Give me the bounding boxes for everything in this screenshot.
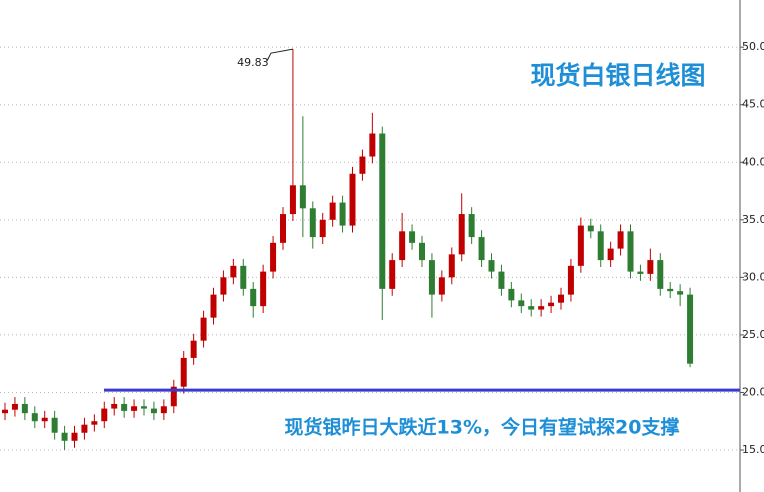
- candle-body: [121, 403, 128, 411]
- candle-body: [538, 306, 545, 310]
- candle-body: [428, 260, 435, 295]
- candle-body: [220, 277, 227, 295]
- candle-body: [21, 403, 28, 414]
- candle-body: [180, 357, 187, 387]
- annotation: 49.83: [237, 56, 269, 69]
- candle-body: [2, 409, 8, 414]
- chart-title: 现货白银日线图: [530, 61, 705, 90]
- y-tick-label: 40.0: [742, 155, 764, 168]
- candle-body: [369, 133, 376, 157]
- candle-body: [170, 386, 177, 407]
- candle-body: [339, 202, 346, 226]
- candle-body: [607, 248, 614, 261]
- candle-body: [260, 271, 267, 307]
- candle-body: [150, 408, 157, 414]
- candle-body: [379, 133, 386, 289]
- candle-body: [508, 288, 515, 301]
- candle-body: [448, 254, 455, 278]
- candle-body: [71, 432, 78, 441]
- candle-body: [200, 317, 207, 341]
- candle-body: [647, 260, 654, 274]
- candle-body: [11, 403, 18, 410]
- candle-body: [319, 219, 326, 238]
- candle-body: [577, 225, 584, 266]
- candle-body: [548, 302, 555, 307]
- candle-body: [558, 294, 564, 303]
- candle-body: [329, 202, 336, 220]
- candle-body: [528, 306, 535, 310]
- candle-body: [280, 214, 286, 243]
- candle-body: [61, 432, 68, 441]
- candle-body: [230, 265, 237, 278]
- candle-body: [141, 406, 147, 409]
- candle-body: [587, 225, 594, 232]
- candle-body: [597, 231, 604, 261]
- candle-body: [190, 340, 197, 358]
- candle-body: [240, 265, 247, 289]
- candle-body: [468, 214, 475, 238]
- annotation-leader: [266, 48, 294, 62]
- candle-body: [349, 173, 356, 226]
- candle-body: [687, 294, 694, 364]
- candle-body: [91, 421, 98, 425]
- candle-body: [438, 277, 445, 295]
- candle-body: [309, 208, 316, 238]
- candle-body: [210, 294, 217, 318]
- candle-body: [299, 185, 306, 209]
- candle-body: [31, 413, 38, 422]
- candle-body: [478, 237, 485, 261]
- candle-body: [51, 417, 58, 433]
- y-tick-label: 30.0: [742, 270, 764, 283]
- y-tick-label: 35.0: [742, 213, 764, 226]
- candle-body: [359, 156, 366, 174]
- candle-body: [518, 300, 525, 307]
- candle-body: [81, 424, 88, 433]
- candle-body: [677, 291, 684, 295]
- candle-body: [667, 288, 674, 292]
- candle-body: [389, 260, 396, 289]
- y-tick-label: 15.0: [742, 443, 764, 456]
- candle-body: [289, 185, 296, 215]
- y-tick-label: 20.0: [742, 385, 764, 398]
- candle-body: [458, 214, 465, 255]
- candle-body: [270, 242, 277, 272]
- y-tick-label: 45.0: [742, 98, 764, 111]
- candle-body: [567, 265, 574, 295]
- candle-body: [160, 406, 167, 414]
- candle-body: [419, 242, 425, 261]
- y-tick-label: 50.0: [742, 40, 764, 53]
- candle-body: [617, 231, 624, 249]
- candle-body: [409, 231, 416, 243]
- candle-body: [41, 417, 48, 422]
- candle-body: [488, 260, 495, 272]
- candle-body: [627, 231, 634, 272]
- candle-body: [498, 271, 505, 289]
- candle-body: [637, 271, 644, 274]
- candle-body: [657, 260, 664, 289]
- chart-subtitle: 现货银昨日大跌近13%，今日有望试探20支撑: [285, 416, 680, 439]
- candle-body: [250, 288, 257, 307]
- candle-body: [131, 406, 138, 411]
- candle-body: [111, 403, 118, 409]
- candle-body: [399, 231, 406, 261]
- candle-body: [101, 408, 108, 422]
- y-tick-label: 25.0: [742, 328, 764, 341]
